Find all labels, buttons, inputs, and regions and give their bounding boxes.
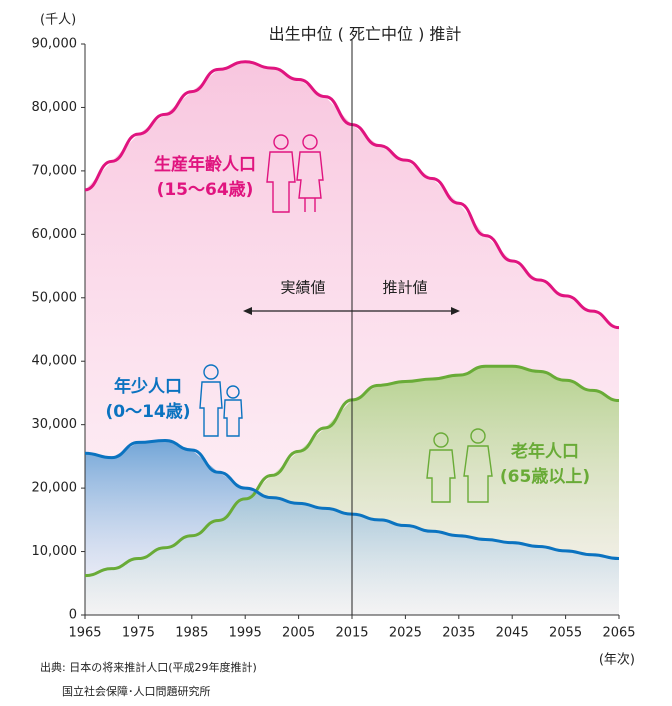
series-label: 老年人口: [510, 441, 579, 462]
chart-title: 出生中位 ( 死亡中位 ) 推計: [269, 25, 462, 44]
icon-children: [199, 364, 243, 437]
x-unit: (年次): [599, 652, 635, 668]
x-tick-label: 1965: [68, 626, 101, 641]
x-tick-label: 2055: [549, 626, 582, 641]
x-tick-label: 2005: [282, 626, 315, 641]
y-tick-label: 20,000: [32, 481, 78, 496]
x-tick-label: 2065: [602, 626, 635, 641]
y-tick-label: 0: [69, 608, 77, 623]
source: 国立社会保障･人口問題研究所: [62, 684, 211, 698]
y-tick-label: 50,000: [32, 290, 78, 305]
y-unit: (千人): [40, 13, 76, 28]
icon-elderly: [426, 428, 493, 503]
projection-label: 推計値: [382, 279, 427, 297]
icon-adults: [266, 134, 324, 213]
source: 出典: 日本の将来推計人口(平成29年度推計): [40, 660, 257, 674]
y-tick-label: 10,000: [32, 544, 78, 559]
x-tick-label: 1985: [175, 626, 208, 641]
x-tick-label: 2015: [335, 626, 368, 641]
x-tick-label: 2045: [496, 626, 529, 641]
series-sublabel: (65歳以上): [500, 466, 590, 487]
y-tick-label: 60,000: [32, 227, 78, 242]
x-tick-label: 1995: [229, 626, 262, 641]
series-sublabel: (15〜64歳): [157, 179, 254, 200]
y-tick-label: 30,000: [32, 417, 78, 432]
x-tick-label: 2035: [442, 626, 475, 641]
series-label: 年少人口: [114, 376, 182, 397]
x-tick-label: 2025: [389, 626, 422, 641]
series-sublabel: (0〜14歳): [105, 401, 190, 422]
y-tick-label: 80,000: [32, 100, 78, 115]
series-label: 生産年齢人口: [154, 154, 256, 175]
y-tick-label: 90,000: [32, 37, 78, 52]
x-tick-label: 1975: [122, 626, 155, 641]
y-tick-label: 40,000: [32, 354, 78, 369]
actual-label: 実績値: [280, 279, 325, 297]
y-tick-label: 70,000: [32, 163, 78, 178]
